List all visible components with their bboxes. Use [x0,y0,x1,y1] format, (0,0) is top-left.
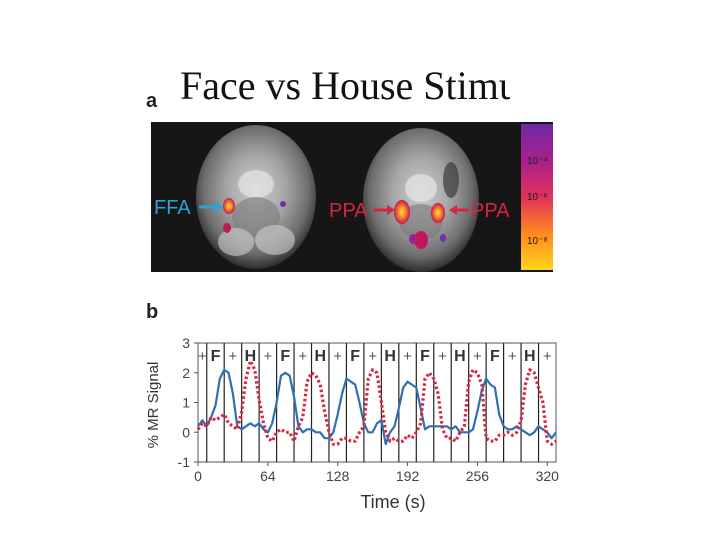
colorbar-tick: 10⁻⁴ [527,156,548,167]
y-tick-label: 0 [182,424,190,440]
right-brain-slice [363,128,479,272]
series-line-ffa [197,368,557,446]
y-tick-label: 1 [182,395,190,411]
panel-a-label: a [146,90,158,112]
y-axis-label: % MR Signal [145,362,162,449]
panel-b-label: b [146,301,159,323]
block-label: + [229,348,238,365]
ffa-arrowhead-icon [215,202,223,212]
x-tick-label: 0 [194,468,202,484]
x-axis-label: Time (s) [360,492,425,512]
block-label: + [473,348,482,365]
y-tick-label: -1 [178,454,191,470]
block-label: + [333,348,342,365]
colorbar [521,124,553,270]
block-label: + [263,348,272,365]
ffa-label: FFA [154,197,191,219]
block-label: H [245,348,257,365]
block-label: + [298,348,307,365]
block-label: + [403,348,412,365]
block-label: + [508,348,517,365]
x-tick-label: 64 [260,468,276,484]
ppa-label-left: PPA [329,200,368,222]
block-label: F [211,348,221,365]
colorbar-tick: 10⁻⁸ [527,236,548,247]
y-tick-label: 3 [182,335,190,351]
series-line-ppa [196,359,557,446]
block-label: F [420,348,430,365]
block-label: F [490,348,500,365]
x-tick-label: 192 [396,468,420,484]
ppa-label-right: PPA [471,200,510,222]
y-tick-label: 2 [182,365,190,381]
block-label: F [350,348,360,365]
brain-slices-image: FFA PPA PPA 10⁻⁴ 10⁻⁶ 10⁻⁸ [154,124,553,272]
x-tick-label: 128 [326,468,350,484]
x-tick-label: 256 [466,468,490,484]
block-label: + [438,348,447,365]
fmri-brain-panel: FFA PPA PPA 10⁻⁴ 10⁻⁶ 10⁻⁸ [151,122,553,272]
slide-title: Face vs House Stimuli [180,66,510,100]
ppa-arrowhead-left-icon [387,205,395,215]
block-label: + [198,348,207,365]
block-label: H [454,348,466,365]
colorbar-tick: 10⁻⁶ [527,192,548,203]
ppa-arrowhead-right-icon [449,205,457,215]
block-label: F [280,348,290,365]
block-label: H [314,348,326,365]
x-tick-label: 320 [536,468,560,484]
block-label: + [543,348,552,365]
left-brain-slice [196,125,316,269]
block-label: + [368,348,377,365]
block-label: H [384,348,396,365]
block-label: H [524,348,536,365]
